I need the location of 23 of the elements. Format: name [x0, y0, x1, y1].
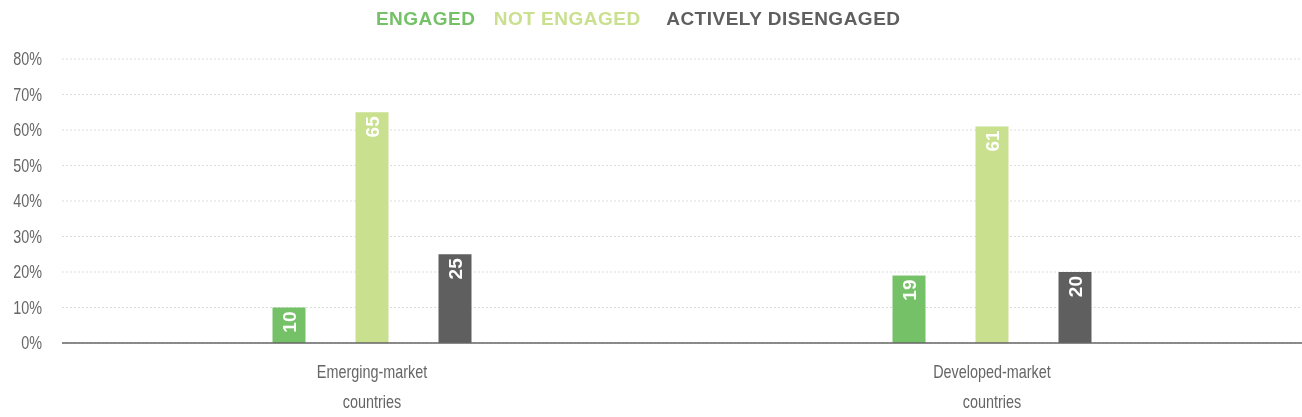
- y-tick-label: 70%: [13, 84, 42, 105]
- data-label: 65: [362, 115, 383, 138]
- bar: [892, 275, 926, 343]
- text: NOT ENGAGED: [493, 8, 641, 29]
- y-tick-label: 10%: [13, 297, 42, 318]
- y-tick-label: 0%: [21, 332, 42, 353]
- bar: [355, 112, 389, 343]
- y-tick-label: 20%: [13, 261, 42, 282]
- data-label: 61: [982, 130, 1003, 152]
- data-label: 20: [1065, 276, 1086, 298]
- y-tick-label: 40%: [13, 190, 42, 211]
- y-tick-label: 30%: [13, 226, 42, 247]
- y-tick-label: 80%: [13, 48, 42, 69]
- y-tick-label: 60%: [13, 119, 42, 140]
- y-tick-label: 50%: [13, 155, 42, 176]
- data-label: 19: [899, 279, 920, 301]
- text: ACTIVELY DISENGAGED: [666, 8, 901, 29]
- text: ENGAGED: [375, 8, 476, 29]
- bar: [975, 126, 1009, 343]
- data-label: 10: [279, 311, 300, 333]
- x-tick-label: Developed-market countries: [933, 361, 1052, 412]
- data-label: 25: [445, 257, 466, 280]
- x-tick-label: Emerging-market countries: [316, 361, 428, 412]
